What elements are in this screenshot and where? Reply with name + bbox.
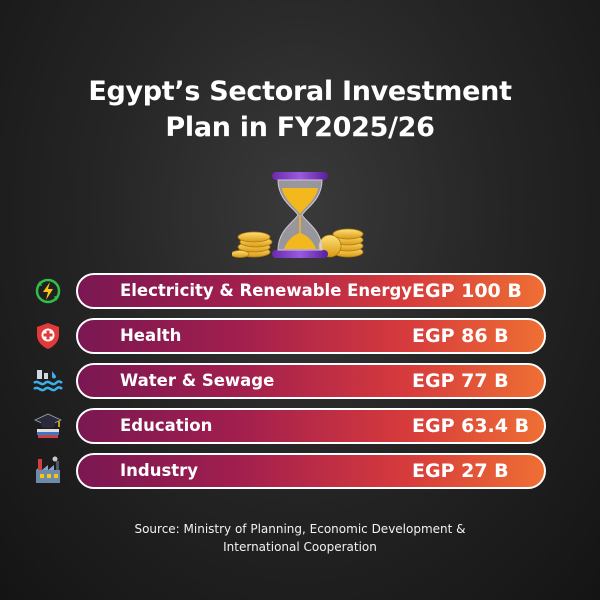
sector-label: Electricity & Renewable Energy [120, 281, 413, 300]
lightning-icon [35, 278, 61, 304]
sector-row: Industry EGP 27 B [0, 453, 600, 489]
sector-bar: Industry EGP 27 B [76, 453, 546, 489]
title-line-1: Egypt’s Sectoral Investment [88, 76, 512, 107]
sector-bar: Electricity & Renewable Energy EGP 100 B [76, 273, 546, 309]
sector-value: EGP 27 B [412, 460, 509, 482]
water-icon [33, 370, 63, 392]
sector-row: Education EGP 63.4 B [0, 408, 600, 444]
chart-title: Egypt’s Sectoral Investment Plan in FY20… [0, 74, 600, 146]
health-shield-icon [37, 323, 59, 349]
sector-label: Education [120, 416, 213, 435]
sector-value: EGP 63.4 B [412, 415, 530, 437]
sector-bar: Water & Sewage EGP 77 B [76, 363, 546, 399]
sector-row: Health EGP 86 B [0, 318, 600, 354]
sector-row: Water & Sewage EGP 77 B [0, 363, 600, 399]
sector-row: Electricity & Renewable Energy EGP 100 B [0, 273, 600, 309]
hourglass-coins-icon [232, 172, 364, 258]
sector-value: EGP 77 B [412, 370, 509, 392]
sector-value: EGP 100 B [412, 280, 522, 302]
title-line-2: Plan in FY2025/26 [165, 112, 435, 143]
source-note: Source: Ministry of Planning, Economic D… [0, 520, 600, 556]
sector-label: Water & Sewage [120, 371, 275, 390]
source-line-1: Source: Ministry of Planning, Economic D… [134, 522, 466, 536]
sector-label: Health [120, 326, 182, 345]
factory-icon [36, 456, 60, 483]
sector-bar: Education EGP 63.4 B [76, 408, 546, 444]
graduation-cap-icon [34, 413, 62, 438]
sector-label: Industry [120, 461, 199, 480]
sector-value: EGP 86 B [412, 325, 509, 347]
source-line-2: International Cooperation [223, 540, 377, 554]
sector-bar: Health EGP 86 B [76, 318, 546, 354]
